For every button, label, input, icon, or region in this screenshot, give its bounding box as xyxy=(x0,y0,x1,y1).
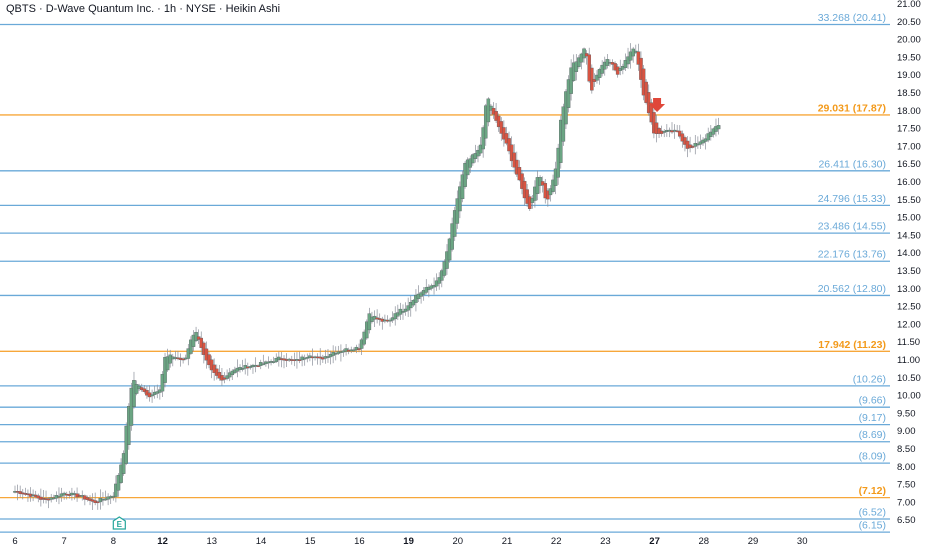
y-tick-label: 20.00 xyxy=(897,35,921,46)
y-tick-label: 10.00 xyxy=(897,391,921,402)
candle-body xyxy=(150,394,154,397)
candle-body xyxy=(103,498,108,501)
level-label: (10.26) xyxy=(853,373,886,385)
y-tick-label: 10.50 xyxy=(897,373,921,384)
y-tick-label: 12.50 xyxy=(897,302,921,313)
candle-body xyxy=(95,501,100,504)
y-tick-label: 8.50 xyxy=(897,444,916,455)
candle-body xyxy=(181,358,185,361)
x-tick-label: 16 xyxy=(354,536,365,547)
time-axis: 6 7 8 12 13 14 15 16 19 20 21 22 23 27 28 29 30 xyxy=(12,536,807,547)
y-tick-label: 18.00 xyxy=(897,106,921,117)
y-tick-label: 15.50 xyxy=(897,195,921,206)
y-tick-label: 21.00 xyxy=(897,0,921,10)
candle-body xyxy=(401,311,405,313)
y-tick-label: 11.50 xyxy=(897,337,920,348)
level-label: (6.52) xyxy=(859,506,886,518)
level-label: (8.69) xyxy=(859,429,886,441)
earnings-marker-label: E xyxy=(117,520,123,529)
price-axis: 6.50 7.00 7.50 8.00 8.50 9.00 9.50 10.00 10.50 11… xyxy=(897,0,921,526)
candle-body xyxy=(271,361,276,363)
y-tick-label: 9.00 xyxy=(897,426,916,437)
x-tick-label: 13 xyxy=(207,536,218,547)
x-tick-label: 22 xyxy=(551,536,562,547)
earnings-marker-icon xyxy=(112,516,126,530)
x-tick-label: 28 xyxy=(699,536,710,547)
level-label: 33.268 (20.41) xyxy=(818,12,886,24)
x-tick-label: 14 xyxy=(256,536,267,547)
y-tick-label: 8.00 xyxy=(897,462,916,473)
level-label: 22.176 (13.76) xyxy=(818,249,886,261)
y-tick-label: 13.00 xyxy=(897,284,921,295)
arrow-down-icon xyxy=(649,98,666,113)
candle-body xyxy=(302,357,307,360)
y-tick-label: 9.50 xyxy=(897,408,916,419)
y-tick-label: 16.00 xyxy=(897,177,921,188)
y-tick-label: 16.50 xyxy=(897,159,921,170)
x-tick-label: 23 xyxy=(600,536,611,547)
y-tick-label: 19.00 xyxy=(897,70,921,81)
y-tick-label: 7.00 xyxy=(897,497,916,508)
level-label: 29.031 (17.87) xyxy=(818,102,886,114)
y-tick-label: 17.50 xyxy=(897,124,921,135)
level-label: 17.942 (11.23) xyxy=(818,339,886,351)
y-tick-label: 18.50 xyxy=(897,88,921,99)
y-tick-label: 15.00 xyxy=(897,213,921,224)
candle-body xyxy=(357,348,361,350)
candle-body xyxy=(690,146,695,148)
y-tick-label: 20.50 xyxy=(897,17,921,28)
y-tick-label: 14.00 xyxy=(897,248,921,259)
level-label: 26.411 (16.30) xyxy=(818,158,886,170)
x-tick-label: 19 xyxy=(403,536,414,547)
level-label: (8.09) xyxy=(859,451,886,463)
y-tick-label: 17.00 xyxy=(897,141,921,152)
candle-body xyxy=(297,359,302,362)
level-label: 20.562 (12.80) xyxy=(818,283,886,295)
x-tick-label: 15 xyxy=(305,536,316,547)
x-tick-label: 6 xyxy=(12,536,17,547)
level-label: (7.12) xyxy=(859,485,886,497)
x-tick-label: 27 xyxy=(649,536,660,547)
candle-body xyxy=(388,319,392,322)
candles-layer xyxy=(13,43,721,511)
level-label: (9.66) xyxy=(859,395,886,407)
level-label: (9.17) xyxy=(859,412,886,424)
x-tick-label: 29 xyxy=(748,536,759,547)
candle-body xyxy=(240,368,245,370)
levels-layer: 33.268 (20.41) 29.031 (17.87) 26.411 (16.3… xyxy=(0,12,890,533)
x-tick-label: 8 xyxy=(111,536,116,547)
y-tick-label: 12.00 xyxy=(897,319,921,330)
y-tick-label: 19.50 xyxy=(897,52,921,63)
level-label: 24.796 (15.33) xyxy=(818,193,886,205)
level-label: (6.15) xyxy=(859,520,886,532)
x-tick-label: 21 xyxy=(502,536,513,547)
candle-body xyxy=(716,125,721,130)
candle-body xyxy=(352,349,356,352)
chart-title: QBTS · D-Wave Quantum Inc. · 1h · NYSE ·… xyxy=(6,3,281,15)
x-tick-label: 7 xyxy=(62,536,67,547)
y-tick-label: 7.50 xyxy=(897,480,916,491)
candle-body xyxy=(256,365,260,367)
candle-body xyxy=(57,495,61,498)
annotations-layer: E xyxy=(112,98,666,530)
x-tick-label: 12 xyxy=(157,536,168,547)
x-tick-label: 30 xyxy=(797,536,808,547)
y-tick-label: 14.50 xyxy=(897,230,921,241)
level-label: 23.486 (14.55) xyxy=(818,221,886,233)
x-tick-label: 20 xyxy=(453,536,464,547)
y-tick-label: 11.00 xyxy=(897,355,920,366)
y-tick-label: 13.50 xyxy=(897,266,921,277)
candle-body xyxy=(333,353,338,355)
y-tick-label: 6.50 xyxy=(897,515,916,526)
candle-body xyxy=(261,363,266,366)
